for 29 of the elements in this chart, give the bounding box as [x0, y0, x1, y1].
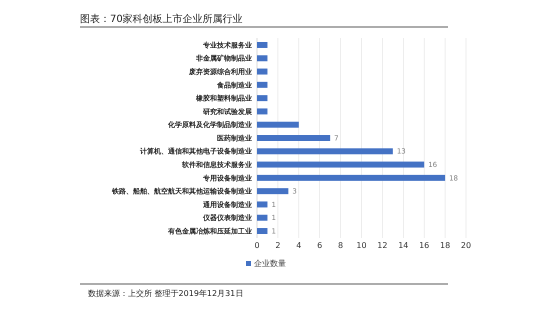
bar: [257, 201, 268, 208]
x-tick-label: 12: [377, 241, 388, 250]
x-tick-label: 20: [460, 241, 472, 250]
text: 图表：70家科创板上市企业所属行业: [80, 13, 243, 25]
bar: [257, 228, 268, 234]
bar: [257, 135, 330, 141]
legend-label: 企业数量: [254, 259, 286, 268]
x-tick-label: 18: [440, 241, 450, 250]
bar: [257, 108, 268, 114]
bar: [257, 214, 268, 221]
x-tick-label: 14: [398, 241, 408, 250]
x-tick-label: 8: [338, 241, 344, 250]
bar: [257, 162, 424, 168]
bar: [257, 55, 268, 62]
bar: [257, 174, 446, 181]
bar: [257, 68, 268, 75]
x-tick-label: 2: [275, 241, 280, 250]
bar: [257, 148, 393, 154]
bar: [257, 188, 288, 194]
x-tick-label: 6: [317, 241, 322, 250]
bar: [257, 42, 268, 48]
bar: [257, 122, 299, 128]
bar: [257, 82, 268, 88]
x-tick-label: 10: [356, 241, 367, 250]
x-tick-label: 0: [254, 241, 260, 250]
bar: [257, 95, 268, 102]
x-tick-label: 16: [419, 241, 430, 250]
x-tick-label: 4: [296, 241, 302, 250]
source-note: 数据来源：上交所 整理于2019年12月31日: [88, 289, 244, 298]
